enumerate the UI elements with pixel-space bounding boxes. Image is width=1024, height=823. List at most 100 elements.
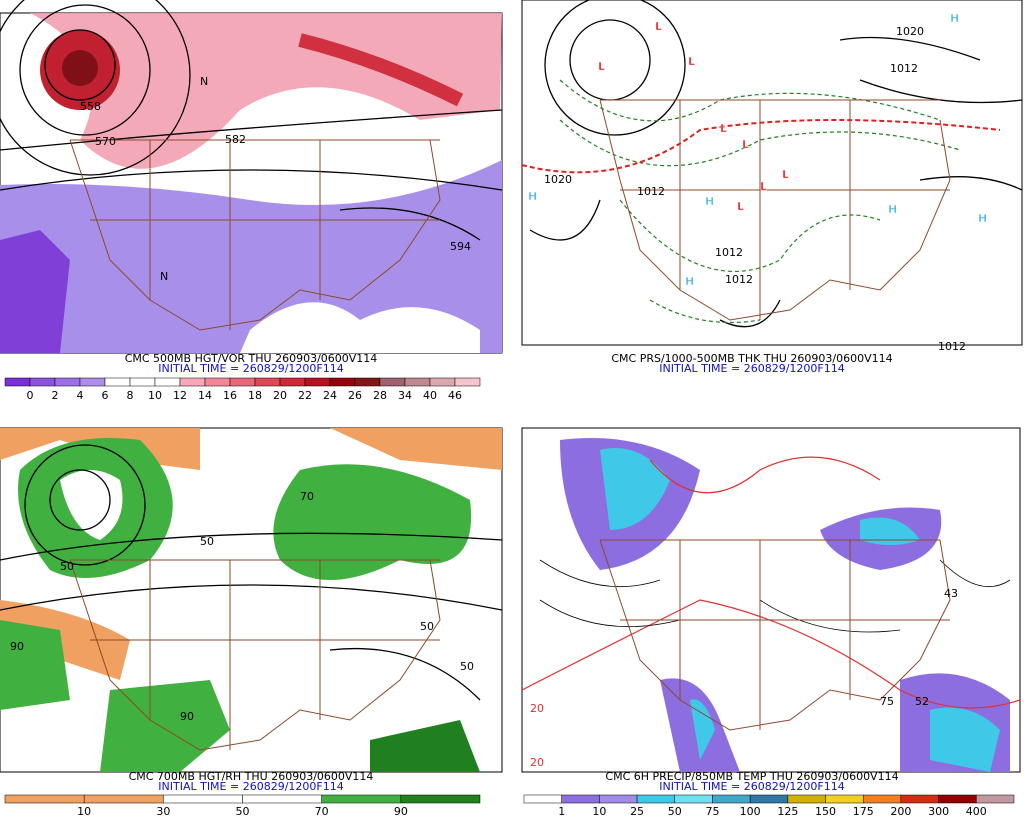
colorbar-label: 50 — [668, 805, 682, 818]
colorbar-label: 300 — [928, 805, 949, 818]
caption: CMC 500MB HGT/VOR THU 260903/0600V114 — [125, 352, 378, 365]
map-label: H — [978, 212, 987, 225]
colorbar-swatch — [229, 377, 256, 387]
map-label: 90 — [10, 640, 24, 653]
colorbar-label: 175 — [853, 805, 874, 818]
colorbar-swatch — [163, 794, 243, 804]
map-label: 1020 — [896, 25, 924, 38]
colorbar-label: 20 — [273, 389, 287, 402]
colorbar-swatch — [400, 794, 481, 804]
map-label: L — [742, 138, 749, 151]
map-label: L — [782, 168, 789, 181]
colorbar-label: 6 — [102, 389, 109, 402]
colorbar-label: 26 — [348, 389, 362, 402]
colorbar-label: 34 — [398, 389, 412, 402]
caption: CMC 700MB HGT/RH THU 260903/0600V114 — [129, 770, 374, 783]
colorbar-swatch — [354, 377, 381, 387]
map-label: 1012 — [637, 185, 665, 198]
colorbar-swatch — [79, 377, 106, 387]
map-label: 1012 — [938, 340, 966, 353]
colorbar-label: 125 — [777, 805, 798, 818]
initial-time: INITIAL TIME = 260829/1200F114 — [158, 780, 343, 793]
caption: CMC 6H PRECIP/850MB TEMP THU 260903/0600… — [605, 770, 898, 783]
map-label: 50 — [420, 620, 434, 633]
map-label: 50 — [60, 560, 74, 573]
map-label: 70 — [300, 490, 314, 503]
initial-time: INITIAL TIME = 260829/1200F114 — [158, 362, 343, 375]
colorbar-swatch — [599, 794, 638, 804]
colorbar-swatch — [179, 377, 206, 387]
colorbar-label: 75 — [705, 805, 719, 818]
map-label: 570 — [95, 135, 116, 148]
colorbar-label: 30 — [156, 805, 170, 818]
colorbar-swatch — [523, 794, 562, 804]
colorbar-swatch — [787, 794, 826, 804]
map-label: 50 — [460, 660, 474, 673]
colorbar-label: 10 — [148, 389, 162, 402]
colorbar-label: 18 — [248, 389, 262, 402]
colorbar-swatch — [321, 794, 402, 804]
colorbar-label: 150 — [815, 805, 836, 818]
map-label: L — [760, 180, 767, 193]
colorbar-swatch — [279, 377, 306, 387]
colorbar-swatch — [83, 794, 164, 804]
colorbar-label: 200 — [890, 805, 911, 818]
colorbar-swatch — [29, 377, 56, 387]
map-label: 20 — [530, 702, 544, 715]
colorbar-label: 8 — [127, 389, 134, 402]
colorbar-swatch — [900, 794, 939, 804]
colorbar-swatch — [404, 377, 431, 387]
map-label: L — [737, 200, 744, 213]
map-label: 594 — [450, 240, 471, 253]
colorbar-swatch — [379, 377, 406, 387]
map-label: H — [888, 203, 897, 216]
colorbar-swatch — [976, 794, 1015, 804]
labels: CMC 500MB HGT/VOR THU 260903/0600V114INI… — [4, 12, 1015, 818]
map-label: 1012 — [715, 246, 743, 259]
map-label: 1020 — [544, 173, 572, 186]
colorbar-label: 25 — [630, 805, 644, 818]
colorbar-swatch — [329, 377, 356, 387]
caption: CMC PRS/1000-500MB THK THU 260903/0600V1… — [611, 352, 892, 365]
map-3 — [0, 427, 503, 773]
colorbar-swatch — [4, 377, 31, 387]
colorbar-swatch — [674, 794, 713, 804]
map-label: H — [950, 12, 959, 25]
colorbar-label: 50 — [236, 805, 250, 818]
map-1 — [0, 0, 503, 354]
map-label: 52 — [915, 695, 929, 708]
colorbar-label: 90 — [394, 805, 408, 818]
map-label: 1012 — [725, 273, 753, 286]
map-2 — [521, 0, 1023, 346]
map-label: 582 — [225, 133, 246, 146]
map-label: 50 — [200, 535, 214, 548]
colorbar-swatch — [129, 377, 156, 387]
colorbar-label: 100 — [740, 805, 761, 818]
map-label: L — [688, 55, 695, 68]
colorbar-swatch — [454, 377, 481, 387]
colorbar-swatch — [4, 794, 85, 804]
colorbar-swatch — [561, 794, 600, 804]
colorbar-swatch — [154, 377, 181, 387]
colorbar-label: 0 — [27, 389, 34, 402]
initial-time: INITIAL TIME = 260829/1200F114 — [659, 362, 844, 375]
colorbar-swatch — [429, 377, 456, 387]
map-label: H — [705, 195, 714, 208]
map-label: 558 — [80, 100, 101, 113]
colorbar-label: 24 — [323, 389, 337, 402]
map-label: L — [598, 60, 605, 73]
colorbar-label: 1 — [558, 805, 565, 818]
colorbar-swatch — [938, 794, 977, 804]
colorbar-label: 46 — [448, 389, 462, 402]
colorbar-swatch — [242, 794, 322, 804]
map-label: L — [655, 20, 662, 33]
colorbar-label: 28 — [373, 389, 387, 402]
colorbar-swatch — [204, 377, 231, 387]
map-label: 75 — [880, 695, 894, 708]
colorbar-swatch — [104, 377, 131, 387]
colorbar-swatch — [636, 794, 676, 804]
colorbar-swatch — [862, 794, 902, 804]
colorbar-label: 12 — [173, 389, 187, 402]
colorbar-label: 2 — [52, 389, 59, 402]
colorbar-label: 40 — [423, 389, 437, 402]
